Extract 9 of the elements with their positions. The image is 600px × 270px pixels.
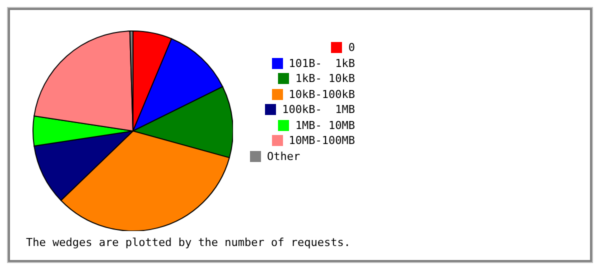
text: The wedges are plotted by the number of requests. bbox=[26, 236, 351, 249]
legend-label: 1MB- 10MB bbox=[295, 118, 355, 132]
legend-label: 101B- 1kB bbox=[288, 56, 355, 70]
legend-label: 10kB-100kB bbox=[288, 88, 355, 101]
legend-label: 0 bbox=[348, 41, 355, 54]
legend-label: 1kB- 10kB bbox=[295, 72, 355, 86]
legend-label: Other bbox=[267, 150, 300, 163]
legend-label: 100kB- 1MB bbox=[282, 103, 355, 116]
legend-label: 10MB-100MB bbox=[288, 134, 355, 148]
